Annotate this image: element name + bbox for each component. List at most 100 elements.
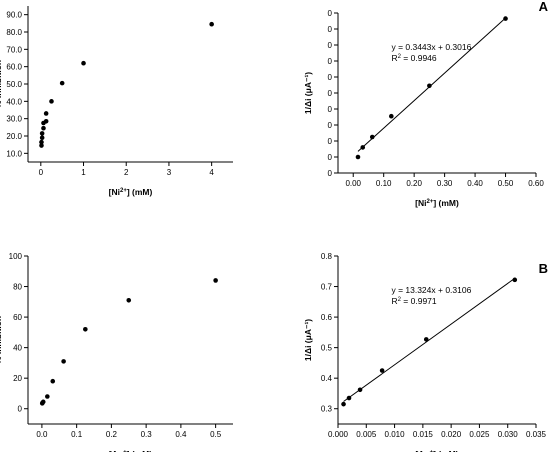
- fit-line: [357, 17, 506, 152]
- chart-panel-4: 0.000 0.005 0.010 0.015 0.020 0.025 0.030 0.035…: [303, 252, 548, 452]
- x-tick-label: 0.005: [356, 430, 377, 439]
- y-tick-label: 60.0: [6, 63, 22, 72]
- y-axis-title: 1/Δi (μA⁻¹): [303, 72, 313, 114]
- x-tick-label: 1: [81, 168, 86, 177]
- x-tick-label: 0.20: [406, 179, 422, 188]
- y-tick-label: 10.0: [6, 149, 22, 158]
- data-point: [39, 139, 44, 145]
- x-tick-label: 2: [124, 168, 129, 177]
- y-axis-title: % Inhibition: [0, 316, 3, 364]
- y-tick-label: 30.0: [6, 115, 22, 124]
- y-tick-label: 0: [18, 405, 23, 414]
- x-axis-title: [Ni2+] (mM): [415, 198, 459, 208]
- x-tick-label: 0.2: [106, 430, 118, 439]
- y-tick-label: 40: [13, 344, 22, 353]
- data-point: [369, 134, 375, 140]
- fit-equation: y = 0.3443x + 0.3016: [391, 42, 471, 52]
- panel-label: A: [539, 0, 549, 14]
- y-tick-label: 80: [13, 283, 22, 292]
- y-tick-label: 0.4: [321, 374, 333, 383]
- data-point: [389, 113, 394, 119]
- y-tick-label: 50.0: [6, 80, 22, 89]
- data-point: [39, 135, 45, 141]
- y-tick-label: 0: [328, 153, 333, 162]
- x-tick-label: 0.30: [437, 179, 453, 188]
- y-tick-label: 100: [9, 252, 23, 261]
- y-tick-label: 0.7: [321, 283, 333, 292]
- fit-equation: y = 13.324x + 0.3106: [391, 285, 471, 295]
- x-tick-label: 3: [167, 168, 172, 177]
- x-axis-title: [Ag+] (mM): [415, 449, 458, 452]
- chart-panel-2: 0.00 0.10 0.20 0.30 0.40 0.50 0.60 0 0 0 0 0 0 0 0 0 0 0 […: [303, 0, 549, 208]
- fit-line: [343, 277, 516, 402]
- x-tick-label: 0.4: [175, 430, 187, 439]
- data-point: [40, 399, 46, 405]
- x-tick-label: 0.10: [376, 179, 392, 188]
- y-tick-label: 0: [328, 25, 333, 34]
- x-tick-label: 0.015: [413, 430, 434, 439]
- y-tick-label: 0: [328, 73, 333, 82]
- data-point: [61, 359, 66, 364]
- y-tick-label: 60: [13, 313, 22, 322]
- y-tick-label: 80.0: [6, 28, 22, 37]
- data-point: [355, 154, 361, 160]
- data-point: [360, 145, 366, 150]
- y-tick-label: 0: [328, 137, 333, 146]
- r-squared: R2 = 0.9946: [391, 53, 436, 63]
- data-point: [59, 80, 65, 86]
- y-tick-label: 0: [328, 9, 333, 18]
- chart-panel-3: 0.0 0.1 0.2 0.3 0.4 0.5 0 20 40 60 80 100 [Ag+] (mM)…: [0, 252, 233, 452]
- data-point: [39, 143, 44, 148]
- y-tick-label: 20: [13, 374, 22, 383]
- y-axis-title: % Inhibition: [0, 60, 3, 108]
- data-point: [346, 395, 352, 401]
- data-point: [45, 394, 50, 399]
- x-tick-label: 0.000: [328, 430, 349, 439]
- y-tick-label: 90.0: [6, 11, 22, 20]
- data-point: [512, 277, 518, 283]
- panel-label: B: [539, 261, 548, 276]
- y-tick-label: 20.0: [6, 132, 22, 141]
- x-tick-label: 0.0: [36, 430, 48, 439]
- y-tick-label: 0.5: [321, 344, 333, 353]
- y-tick-label: 0: [328, 57, 333, 66]
- data-point: [427, 83, 432, 89]
- x-axis-title: [Ag+] (mM): [109, 449, 152, 452]
- x-tick-label: 0.3: [141, 430, 153, 439]
- x-tick-label: 0.50: [498, 179, 514, 188]
- x-tick-label: 0.030: [498, 430, 519, 439]
- data-point: [423, 337, 429, 342]
- data-point: [39, 131, 45, 136]
- data-point: [50, 378, 56, 384]
- data-point: [503, 16, 508, 21]
- y-tick-label: 70.0: [6, 45, 22, 54]
- x-tick-label: 4: [209, 168, 214, 177]
- y-tick-label: 0: [328, 41, 333, 50]
- x-tick-label: 0.40: [467, 179, 483, 188]
- data-point: [43, 118, 49, 124]
- data-point: [341, 401, 346, 407]
- data-point: [41, 125, 46, 131]
- chart-panel-1: 0 1 2 3 4 10.0 20.0 30.0 40.0 50.0 60.0 70.0 80.0 90.…: [0, 6, 233, 197]
- y-tick-label: 0: [328, 169, 333, 178]
- data-point: [43, 111, 49, 116]
- y-axis-title: 1/Δi (μA⁻¹): [303, 319, 313, 361]
- y-tick-label: 0.6: [321, 313, 333, 322]
- data-point: [379, 368, 385, 373]
- data-point: [49, 99, 54, 104]
- x-tick-label: 0.1: [71, 430, 83, 439]
- x-tick-label: 0: [39, 168, 44, 177]
- y-tick-label: 0: [328, 121, 333, 130]
- data-point: [83, 327, 88, 332]
- y-tick-label: 40.0: [6, 97, 22, 106]
- x-tick-label: 0.010: [385, 430, 406, 439]
- y-tick-label: 0: [328, 89, 333, 98]
- data-point: [357, 387, 363, 393]
- x-tick-label: 0.5: [210, 430, 222, 439]
- x-tick-label: 0.025: [469, 430, 490, 439]
- data-point: [209, 21, 214, 27]
- x-tick-label: 0.60: [528, 179, 544, 188]
- x-tick-label: 0.035: [526, 430, 547, 439]
- data-point: [213, 278, 218, 283]
